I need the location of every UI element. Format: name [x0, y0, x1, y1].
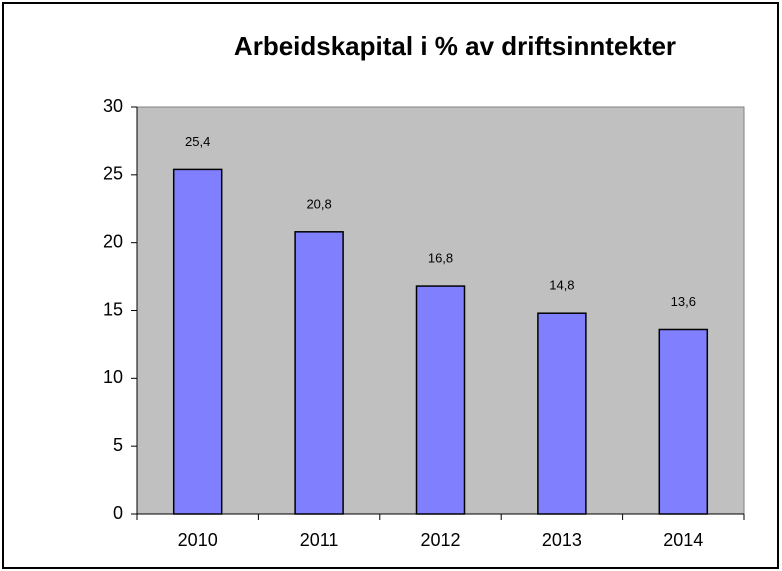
value-label: 20,8 — [306, 196, 331, 211]
value-label: 14,8 — [549, 278, 574, 293]
y-tick-label: 5 — [113, 435, 123, 455]
chart-title: Arbeidskapital i % av driftsinntekter — [234, 31, 676, 61]
value-label: 13,6 — [671, 294, 696, 309]
bar — [294, 231, 344, 515]
x-tick-label: 2010 — [178, 530, 218, 550]
y-tick-label: 20 — [103, 231, 123, 251]
y-tick-label: 10 — [103, 367, 123, 387]
x-tick-label: 2012 — [420, 530, 460, 550]
bar — [537, 312, 587, 515]
value-label: 25,4 — [185, 134, 210, 149]
value-label: 16,8 — [428, 251, 453, 266]
y-tick-label: 25 — [103, 164, 123, 184]
y-tick-label: 15 — [103, 299, 123, 319]
x-tick-label: 2011 — [300, 530, 339, 550]
bar — [172, 168, 223, 515]
bar — [658, 328, 709, 515]
y-tick-label: 30 — [103, 96, 123, 116]
bar — [415, 285, 466, 515]
y-tick-label: 0 — [113, 503, 123, 523]
x-tick-label: 2013 — [542, 530, 582, 550]
x-tick-label: 2014 — [663, 530, 703, 550]
